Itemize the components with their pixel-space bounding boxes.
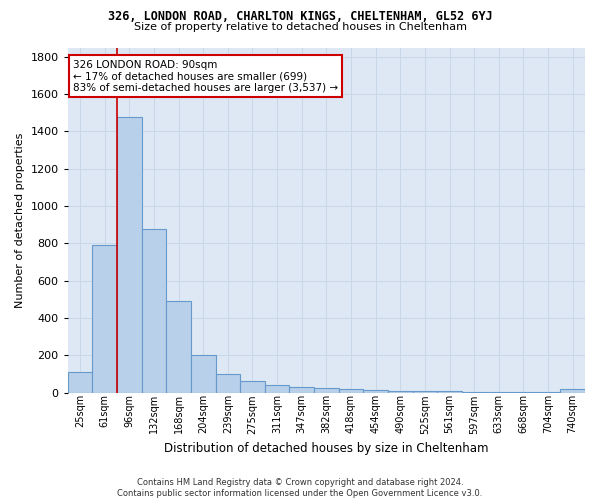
Bar <box>388 390 413 393</box>
Bar <box>68 372 92 393</box>
Bar <box>265 385 289 393</box>
Bar <box>364 390 388 393</box>
Y-axis label: Number of detached properties: Number of detached properties <box>15 132 25 308</box>
Bar <box>511 392 536 393</box>
Text: 326 LONDON ROAD: 90sqm
← 17% of detached houses are smaller (699)
83% of semi-de: 326 LONDON ROAD: 90sqm ← 17% of detached… <box>73 60 338 93</box>
Bar <box>240 381 265 393</box>
Bar <box>487 392 511 393</box>
Bar <box>314 388 338 393</box>
Bar <box>142 228 166 393</box>
Bar <box>437 392 462 393</box>
Bar <box>462 392 487 393</box>
Bar <box>191 354 215 393</box>
Bar <box>215 374 240 393</box>
Bar <box>338 389 364 393</box>
Text: 326, LONDON ROAD, CHARLTON KINGS, CHELTENHAM, GL52 6YJ: 326, LONDON ROAD, CHARLTON KINGS, CHELTE… <box>107 10 493 23</box>
Bar <box>560 390 585 393</box>
Bar <box>166 302 191 393</box>
Bar <box>117 116 142 393</box>
Bar <box>289 387 314 393</box>
Text: Size of property relative to detached houses in Cheltenham: Size of property relative to detached ho… <box>133 22 467 32</box>
Bar <box>413 391 437 393</box>
Bar <box>92 246 117 393</box>
Bar <box>536 392 560 393</box>
Text: Contains HM Land Registry data © Crown copyright and database right 2024.
Contai: Contains HM Land Registry data © Crown c… <box>118 478 482 498</box>
X-axis label: Distribution of detached houses by size in Cheltenham: Distribution of detached houses by size … <box>164 442 488 455</box>
